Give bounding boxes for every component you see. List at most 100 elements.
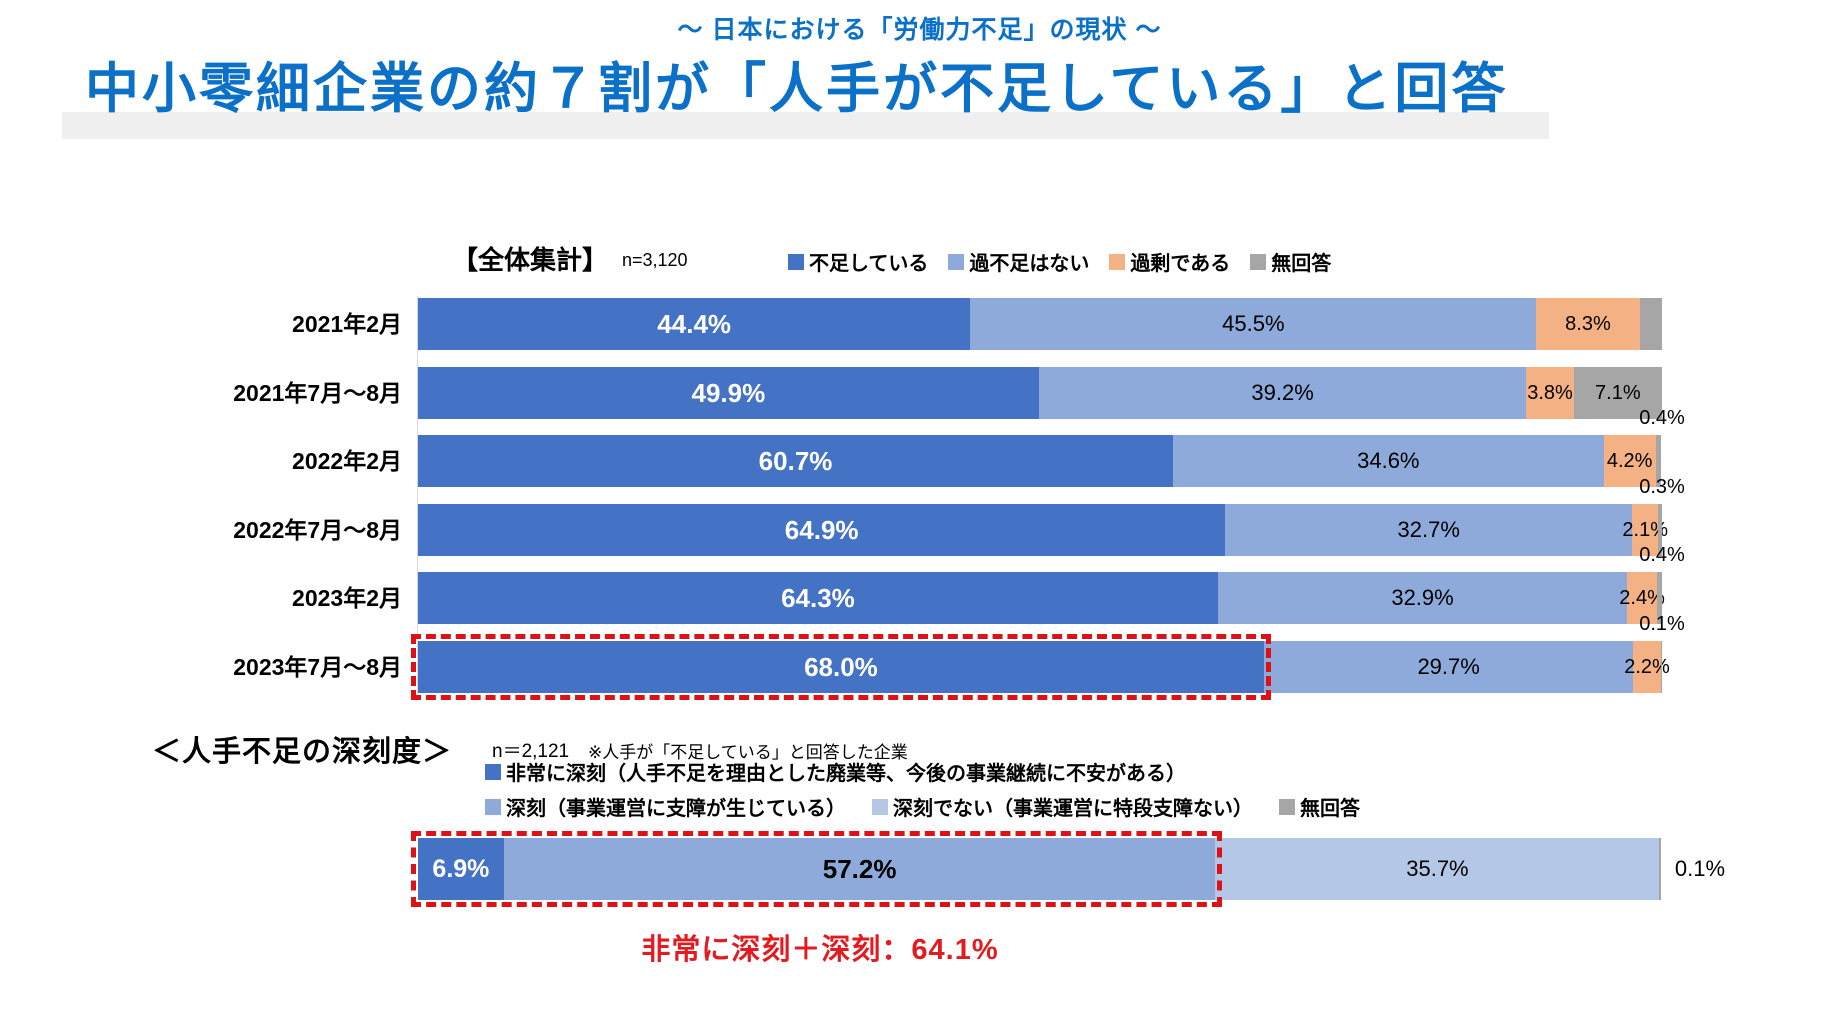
chart1-row: 2023年7月～8月 68.0% 29.7% 2.2% 0.1%	[0, 613, 1700, 700]
value-label: 44.4%	[657, 308, 732, 339]
value-label-outside: 0.1%	[1674, 856, 1726, 881]
value-label: 39.2%	[1251, 380, 1314, 405]
category-label: 2021年7月～8月	[233, 380, 402, 406]
chart2-stacked-bar: 6.9% 57.2% 35.7% 0.1%	[411, 831, 1725, 907]
legend-label: 深刻（事業運営に支障が生じている）	[506, 798, 846, 820]
bar-segment-不足している: 49.9%	[418, 367, 1039, 419]
bar-segment-過不足はない: 29.7%	[1263, 641, 1634, 693]
bar-segment-過剰である: 2.1%	[1622, 504, 1668, 556]
bar-segment-不足している: 68.0%	[418, 641, 1264, 693]
value-label: 45.5%	[1222, 311, 1285, 336]
value-label: 6.9%	[432, 854, 490, 883]
value-label: 29.7%	[1417, 654, 1480, 679]
legend-item: 無回答	[1279, 792, 1360, 821]
bar-segment-無回答	[1639, 298, 1662, 350]
stacked-bar: 60.7% 34.6% 4.2% 0.4%	[418, 407, 1685, 487]
value-label: 60.7%	[758, 445, 833, 476]
chart1-row: 2023年2月 64.3% 32.9% 2.4% 0.4%	[0, 544, 1700, 624]
value-label: 64.9%	[784, 514, 859, 545]
value-label: 32.9%	[1391, 585, 1454, 610]
bar-segment-不足している: 64.3%	[418, 572, 1218, 624]
legend-swatch-icon	[1109, 253, 1126, 270]
legend-swatch-icon	[788, 253, 804, 270]
legend-label: 過剰である	[1130, 253, 1231, 275]
value-label: 4.2%	[1606, 449, 1653, 472]
bar-segment-無回答	[1660, 641, 1662, 693]
chart2-legend-line2: 深刻（事業運営に支障が生じている） 深刻でない（事業運営に特段支障ない） 無回答	[485, 792, 1360, 821]
legend-label: 深刻でない（事業運営に特段支障ない）	[893, 798, 1253, 820]
chart2-note: ※人手が「不足している」と回答した企業	[588, 743, 908, 762]
bar-segment-非常に深刻: 6.9%	[418, 838, 504, 900]
bar-segment-過不足はない: 39.2%	[1038, 367, 1527, 419]
value-label: 2.2%	[1624, 655, 1670, 678]
bar-segment-過剰である: 2.2%	[1624, 641, 1670, 693]
legend-item: 過不足はない	[948, 247, 1089, 276]
legend-swatch-icon	[485, 763, 501, 780]
chart2-title: ＜人手不足の深刻度＞	[152, 736, 453, 768]
value-label: 68.0%	[804, 651, 878, 682]
chart1-sample-size: n=3,120	[622, 250, 688, 270]
value-label: 35.7%	[1406, 856, 1469, 881]
value-label-outside: 0.1%	[1639, 613, 1685, 635]
bar-segment-過剰である: 8.3%	[1536, 298, 1640, 350]
value-label: 64.3%	[781, 582, 855, 613]
legend-swatch-icon	[1250, 253, 1267, 270]
legend-item: 無回答	[1250, 247, 1331, 276]
page-subtitle: ～ 日本における「労働力不足」の現状 ～	[677, 16, 1162, 44]
category-label: 2022年2月	[292, 448, 402, 474]
stacked-bar: 44.4% 45.5% 8.3%	[418, 298, 1662, 350]
chart1-legend: 不足している 過不足はない 過剰である 無回答	[788, 247, 1331, 276]
bar-segment-不足している: 60.7%	[418, 435, 1174, 487]
stacked-bar: 68.0% 29.7% 2.2% 0.1%	[411, 613, 1685, 700]
bar-segment-過不足はない: 45.5%	[970, 298, 1537, 350]
bar-segment-過不足はない: 32.9%	[1217, 572, 1628, 624]
value-label: 8.3%	[1565, 312, 1611, 335]
value-label: 32.7%	[1397, 517, 1460, 542]
stacked-bar: 64.9% 32.7% 2.1% 0.3%	[418, 476, 1685, 556]
bar-segment-不足している: 44.4%	[418, 298, 971, 350]
legend-item: 不足している	[788, 247, 928, 276]
value-label: 49.9%	[691, 377, 766, 408]
bar-segment-深刻: 57.2%	[503, 838, 1216, 900]
value-label: 7.1%	[1595, 381, 1641, 404]
value-label: 2.1%	[1622, 518, 1668, 541]
chart1-row: 2022年7月～8月 64.9% 32.7% 2.1% 0.3%	[0, 476, 1700, 556]
value-label-outside: 0.4%	[1639, 544, 1685, 566]
legend-item: 深刻でない（事業運営に特段支障ない）	[872, 792, 1253, 821]
combined-total-annotation: 非常に深刻＋深刻：64.1%	[641, 934, 999, 966]
bar-segment-不足している: 64.9%	[418, 504, 1226, 556]
category-label: 2023年7月～8月	[233, 654, 402, 680]
bar-segment-深刻でない: 35.7%	[1215, 838, 1660, 900]
category-label: 2023年2月	[292, 585, 402, 611]
value-label: 57.2%	[822, 853, 897, 884]
title-highlight-band	[62, 112, 1549, 139]
category-label: 2022年7月～8月	[233, 517, 402, 543]
page-title: 中小零細企業の約７割が「人手が不足している」と回答	[85, 59, 1509, 119]
legend-item: 過剰である	[1109, 247, 1230, 276]
legend-swatch-icon	[872, 798, 888, 815]
chart2-legend-line1: 非常に深刻（人手不足を理由とした廃業等、今後の事業継続に不安がある）	[485, 757, 1186, 786]
stacked-bar: 49.9% 39.2% 3.8% 7.1%	[418, 367, 1662, 419]
bar-segment-過不足はない: 32.7%	[1225, 504, 1633, 556]
chart1-row: 2022年2月 60.7% 34.6% 4.2% 0.4%	[0, 407, 1700, 487]
bar-segment-無回答: 7.1%	[1573, 367, 1662, 419]
legend-swatch-icon	[948, 253, 965, 270]
legend-label: 非常に深刻（人手不足を理由とした廃業等、今後の事業継続に不安がある）	[506, 763, 1186, 785]
legend-item: 深刻（事業運営に支障が生じている）	[485, 792, 846, 821]
legend-item: 非常に深刻（人手不足を理由とした廃業等、今後の事業継続に不安がある）	[485, 757, 1186, 786]
value-label: 3.8%	[1527, 381, 1573, 404]
bar-segment-過剰である: 2.4%	[1619, 572, 1665, 624]
value-label: 2.4%	[1619, 586, 1665, 609]
legend-label: 無回答	[1300, 798, 1360, 820]
value-label-outside: 0.4%	[1639, 407, 1685, 429]
value-label-outside: 0.3%	[1639, 476, 1685, 498]
chart1-title: 【全体集計】	[452, 245, 609, 275]
legend-label: 無回答	[1271, 253, 1332, 275]
chart2-sample-size: n＝2,121	[492, 741, 570, 762]
bar-segment-過不足はない: 34.6%	[1173, 435, 1604, 487]
bar-segment-無回答	[1657, 572, 1662, 624]
legend-swatch-icon	[1279, 798, 1295, 815]
category-label: 2021年2月	[292, 311, 402, 337]
value-label: 34.6%	[1357, 448, 1420, 473]
bar-segment-無回答	[1659, 838, 1661, 900]
